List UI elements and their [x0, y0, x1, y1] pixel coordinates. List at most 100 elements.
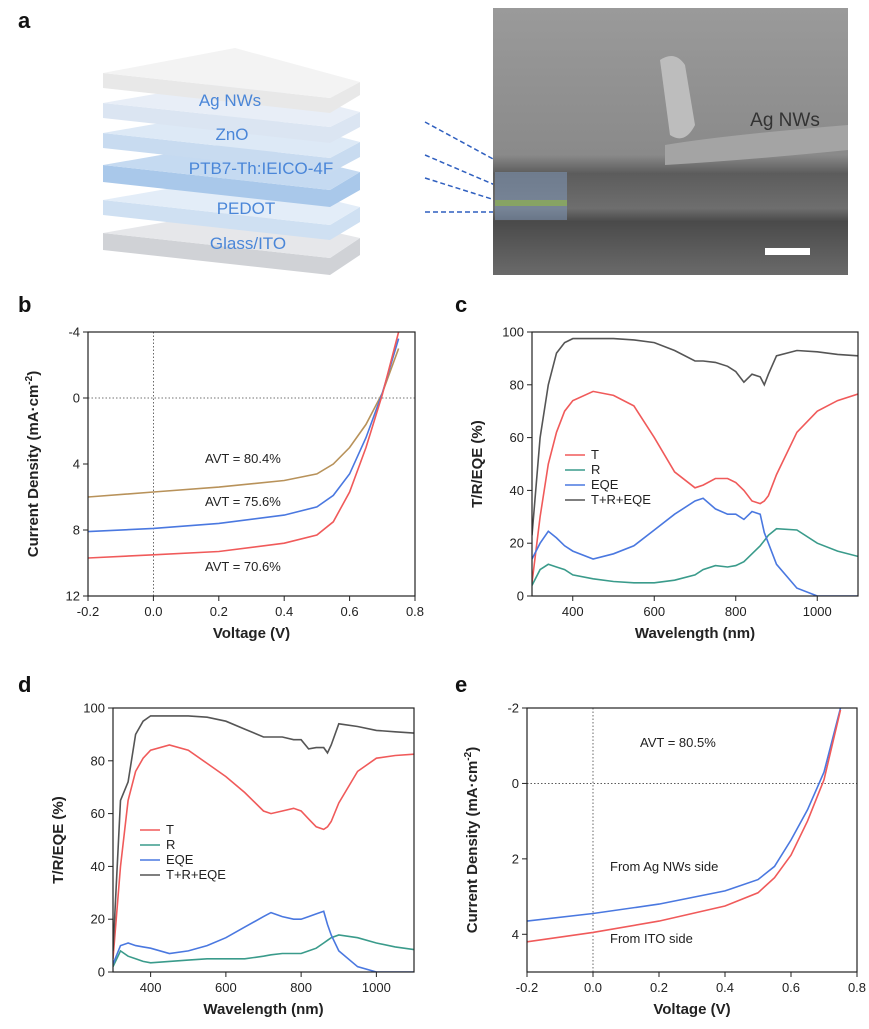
x-tick-label: 400 [562, 604, 584, 619]
layer-label: Ag NWs [199, 91, 261, 110]
x-tick-label: 0.6 [341, 604, 359, 619]
panel-label: e [455, 672, 467, 697]
y-tick-label: 60 [91, 806, 105, 821]
plot-frame [526, 707, 858, 973]
legend-label: T+R+EQE [166, 867, 226, 882]
y-tick-label: 80 [510, 377, 524, 392]
legend-label: EQE [591, 477, 619, 492]
series-line [113, 715, 414, 951]
y-tick-label: 0 [98, 965, 105, 980]
series-line [88, 338, 400, 533]
y-tick-label: 0 [517, 589, 524, 604]
x-tick-label: 0.4 [275, 604, 293, 619]
layer-label: Glass/ITO [210, 234, 286, 253]
series-label: AVT = 75.6% [205, 494, 281, 509]
scale-bar [765, 248, 810, 255]
series-line [527, 708, 842, 922]
y-tick-label: 80 [91, 753, 105, 768]
y-axis-label: T/R/EQE (%) [50, 796, 67, 884]
layer-label: PEDOT [217, 199, 276, 218]
x-tick-label: 0.4 [716, 980, 734, 995]
sem-overlay [495, 172, 567, 220]
y-tick-label: 2 [512, 851, 519, 866]
x-tick-label: 0.0 [584, 980, 602, 995]
legend-label: T [591, 447, 599, 462]
legend-label: R [591, 462, 600, 477]
y-axis-label-tail: ) [25, 371, 42, 376]
x-tick-label: 600 [643, 604, 665, 619]
x-axis-label: Voltage (V) [213, 625, 290, 642]
y-axis-label-sup: -2 [463, 751, 474, 760]
y-axis-label: Current Density (mA·cm-2) [24, 371, 42, 557]
panel-label: c [455, 292, 467, 317]
y-tick-label: 4 [512, 927, 519, 942]
layer-stack [103, 48, 360, 275]
legend-label: EQE [166, 852, 194, 867]
plot-frame [531, 331, 859, 597]
y-tick-label: 12 [66, 589, 80, 604]
legend-label: T [166, 822, 174, 837]
x-tick-label: 0.2 [210, 604, 228, 619]
sem-feature [665, 125, 848, 165]
series-line [532, 497, 858, 596]
x-tick-label: 800 [290, 980, 312, 995]
series-line [113, 744, 414, 959]
panel-label: a [18, 8, 31, 33]
y-tick-label: 40 [91, 859, 105, 874]
annotation: AVT = 80.5% [640, 735, 716, 750]
x-axis-label: Wavelength (nm) [635, 625, 755, 642]
x-tick-label: 0.0 [144, 604, 162, 619]
x-tick-label: 0.8 [848, 980, 866, 995]
series-line [88, 348, 400, 498]
x-tick-label: 600 [215, 980, 237, 995]
y-tick-label: 20 [510, 536, 524, 551]
plot-frame [112, 707, 415, 973]
y-tick-label: -2 [507, 701, 519, 716]
series-label: AVT = 70.6% [205, 559, 281, 574]
y-tick-label: 40 [510, 483, 524, 498]
series-line [113, 910, 414, 972]
y-tick-label: 4 [73, 457, 80, 472]
series-label: From ITO side [610, 931, 693, 946]
y-tick-label: 8 [73, 523, 80, 538]
y-axis-label: T/R/EQE (%) [469, 420, 486, 508]
y-tick-label: 60 [510, 430, 524, 445]
legend-label: R [166, 837, 175, 852]
series-label: From Ag NWs side [610, 859, 718, 874]
y-axis-label-text: T/R/EQE (%) [50, 796, 67, 884]
series-line [532, 337, 858, 536]
y-tick-label: 20 [91, 912, 105, 927]
series-line [532, 527, 858, 586]
series-line [532, 390, 858, 583]
sem-feature [660, 56, 695, 139]
panel-label: b [18, 292, 31, 317]
y-axis-label-tail: ) [464, 747, 481, 752]
y-axis-label-sup: -2 [24, 375, 35, 384]
y-tick-label: 0 [512, 776, 519, 791]
x-tick-label: 0.8 [406, 604, 424, 619]
series-line [527, 709, 842, 943]
sem-overlay [495, 200, 567, 206]
x-axis-label: Wavelength (nm) [203, 1001, 323, 1018]
x-tick-label: 1000 [362, 980, 391, 995]
y-tick-label: 100 [83, 701, 105, 716]
y-tick-label: 0 [73, 391, 80, 406]
y-axis-label-text: Current Density (mA·cm [464, 761, 481, 934]
legend-label: T+R+EQE [591, 492, 651, 507]
y-axis-label-text: T/R/EQE (%) [469, 420, 486, 508]
series-line [113, 934, 414, 968]
series-line [88, 332, 400, 559]
x-tick-label: 0.6 [782, 980, 800, 995]
series-label: AVT = 80.4% [205, 451, 281, 466]
x-tick-label: 0.2 [650, 980, 668, 995]
layer-label: PTB7-Th:IEICO-4F [189, 159, 334, 178]
y-axis-label-text: Current Density (mA·cm [25, 385, 42, 558]
x-tick-label: -0.2 [516, 980, 538, 995]
x-tick-label: 1000 [803, 604, 832, 619]
y-tick-label: -4 [68, 325, 80, 340]
connector-lines [424, 121, 496, 213]
x-tick-label: 400 [140, 980, 162, 995]
image-label: Ag NWs [750, 110, 820, 131]
layer-label: ZnO [215, 125, 248, 144]
